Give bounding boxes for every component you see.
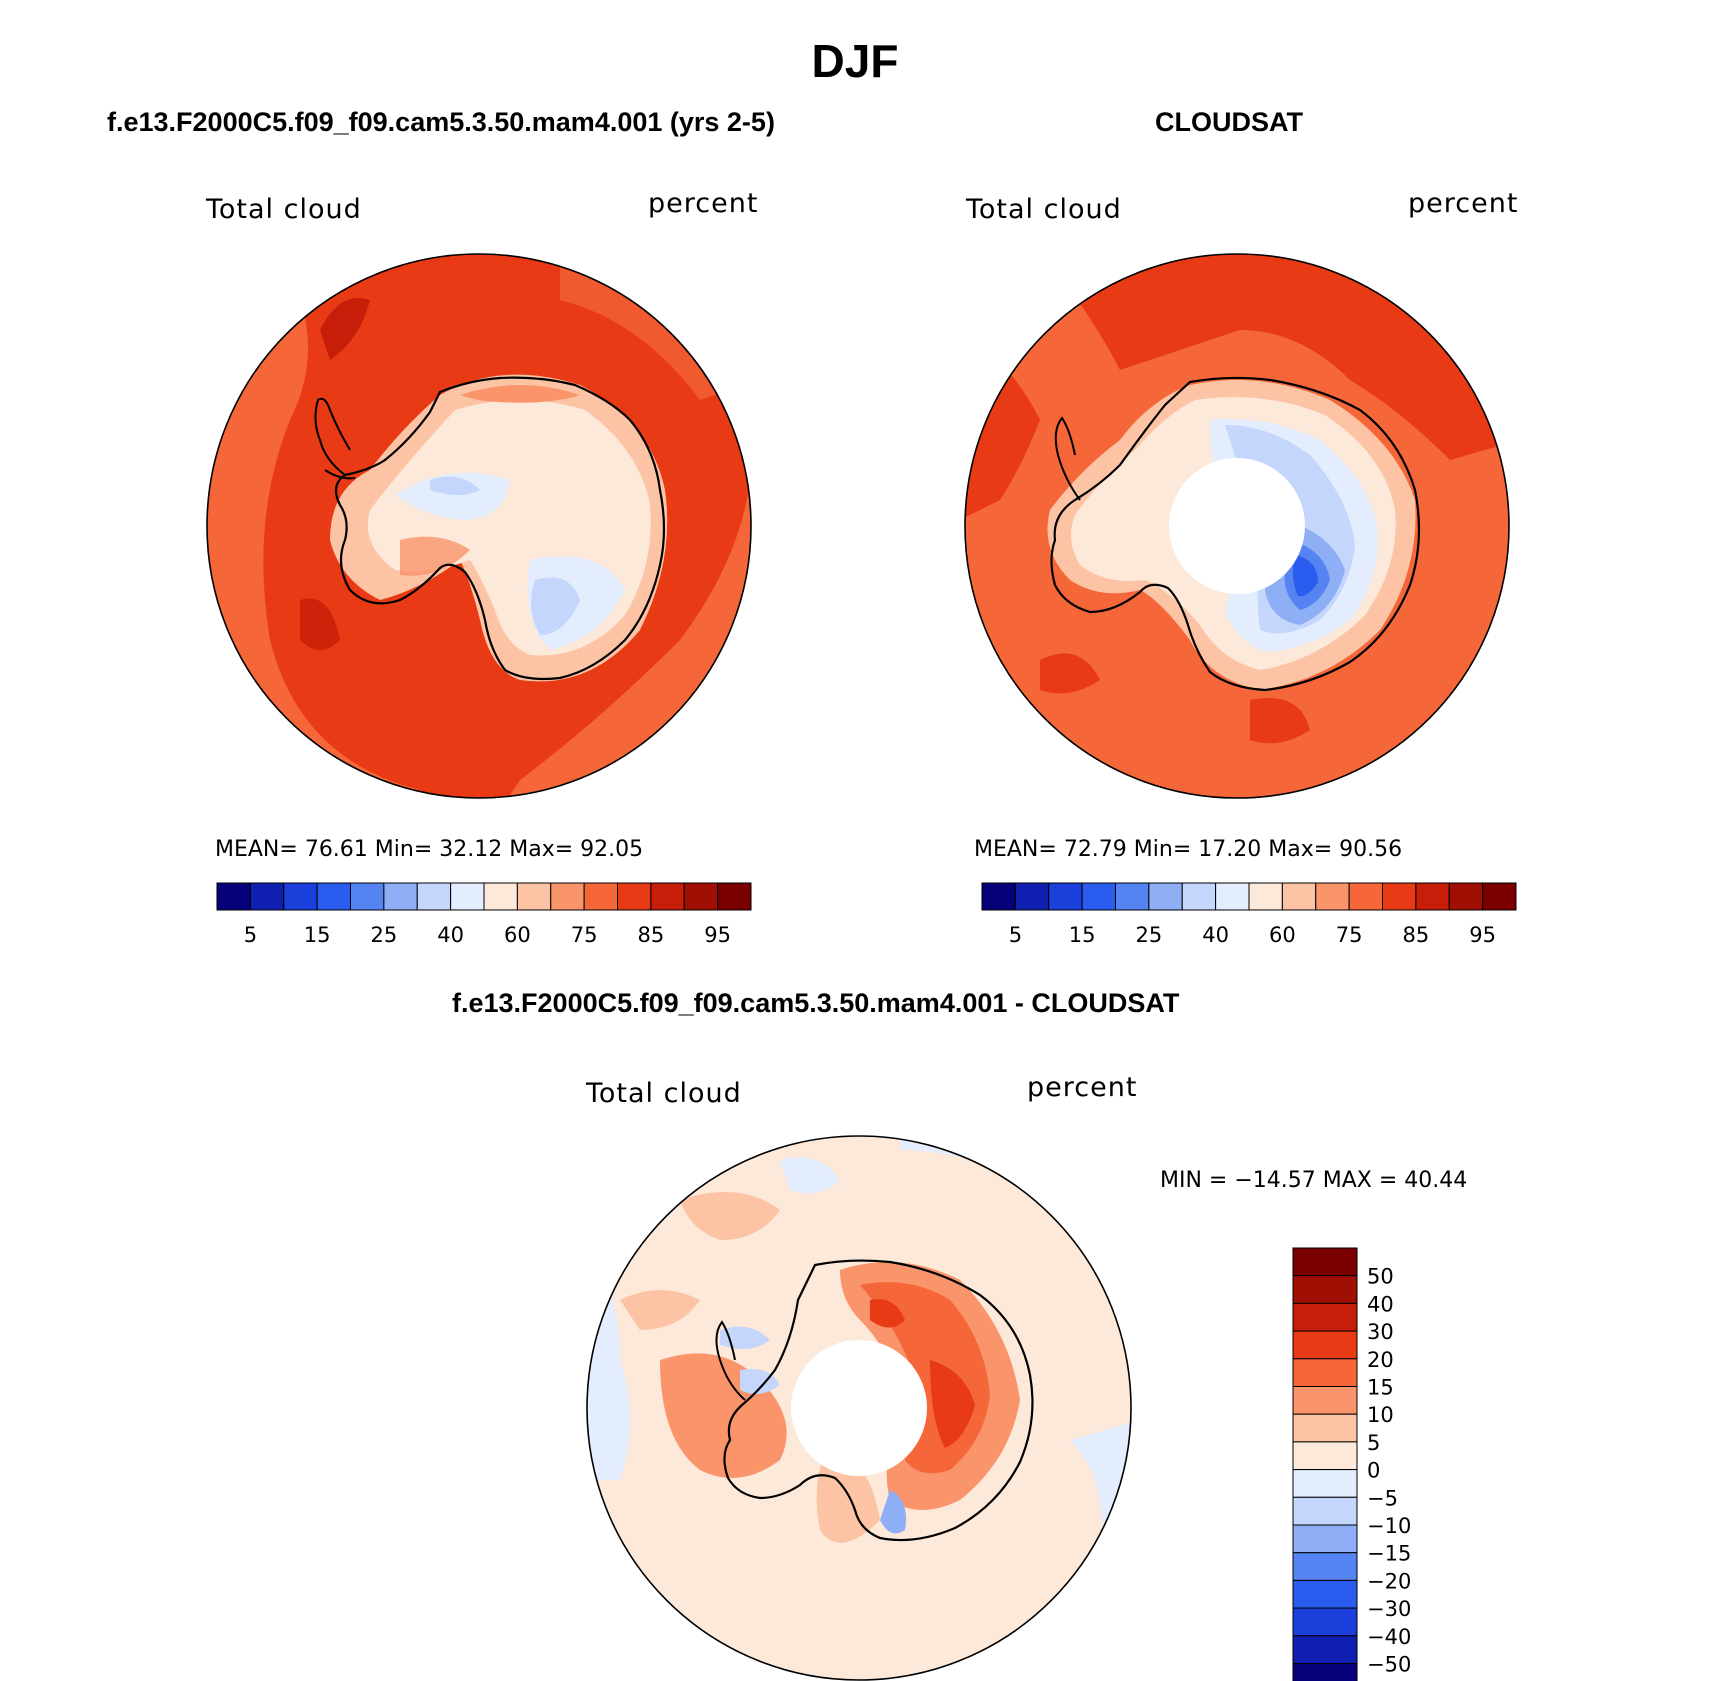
panel1-map (207, 254, 751, 798)
panel3-colorbar-tick-label: −15 (1367, 1542, 1411, 1566)
panel1-colorbar-swatch (583, 882, 618, 911)
panel1-colorbar-swatch (249, 882, 285, 911)
panel1-colorbar-swatch (550, 882, 585, 911)
panel2-colorbar-tick-label: 15 (1069, 923, 1096, 947)
panel1-colorbar-swatch (350, 882, 385, 911)
panel2-colorbar-swatch (1248, 882, 1283, 911)
panel3-colorbar-tick-label: −20 (1367, 1569, 1411, 1593)
panel2-colorbar-swatch (1215, 882, 1250, 911)
panel2-colorbar-tick-label: 95 (1469, 923, 1496, 947)
panel1-units-label: percent (648, 188, 759, 219)
panel1-colorbar-tick-label: 25 (371, 923, 398, 947)
panel3-colorbar-tick-label: 15 (1367, 1376, 1394, 1400)
panel2-colorbar-swatch (1014, 882, 1050, 911)
panel1-colorbar-swatch (717, 882, 752, 911)
panel3-colorbar-swatch (1292, 1413, 1358, 1443)
panel2-units-label: percent (1408, 188, 1519, 219)
panel2-colorbar-tick-label: 85 (1403, 923, 1430, 947)
panel1-colorbar-tick-label: 75 (571, 923, 598, 947)
panel1-colorbar-tick-label: 15 (304, 923, 331, 947)
panel2-colorbar-tick-label: 5 (1009, 923, 1022, 947)
panel3-colorbar-swatch (1292, 1579, 1358, 1609)
panel3-stats: MIN = −14.57 MAX = 40.44 (1160, 1168, 1468, 1193)
panel1-colorbar-swatch (316, 882, 351, 911)
panel3-colorbar-swatch (1292, 1330, 1358, 1360)
panel2-colorbar-swatch (1081, 882, 1116, 911)
panel3-colorbar-tick-label: 50 (1367, 1265, 1394, 1289)
panel3-units-label: percent (1027, 1072, 1138, 1103)
panel1-colorbar-swatch (650, 882, 685, 911)
panel1-colorbar-tick-label: 60 (504, 923, 531, 947)
panel2-colorbar-tick-label: 60 (1269, 923, 1296, 947)
panel1-colorbar-tick-label: 40 (437, 923, 464, 947)
panel2-colorbar-tick-label: 75 (1336, 923, 1363, 947)
panel2-colorbar-swatch (1181, 882, 1217, 911)
panel3-colorbar-swatch (1292, 1552, 1358, 1581)
panel2-missing-data (1169, 458, 1305, 594)
panel1-colorbar-tick-label: 95 (704, 923, 731, 947)
panel1-colorbar-swatch (383, 882, 418, 911)
panel3-colorbar-swatch (1292, 1663, 1358, 1681)
panel3-colorbar-swatch (1292, 1441, 1358, 1471)
panel1-colorbar-swatch (683, 882, 719, 911)
panel1-colorbar-swatch (483, 882, 518, 911)
panel2-colorbar-swatch (1482, 882, 1517, 911)
panel3-colorbar-swatch (1292, 1469, 1358, 1498)
panel3-variable-label: Total cloud (586, 1078, 742, 1109)
panel3-colorbar-swatch (1292, 1247, 1358, 1277)
panel3-colorbar-swatch (1292, 1524, 1358, 1554)
panel2-colorbar-tick-label: 25 (1136, 923, 1163, 947)
panel2-colorbar: 5 15 25 40 60 75 85 95 (981, 882, 1517, 947)
panel1-colorbar-swatch (450, 882, 485, 911)
panel2-variable-label: Total cloud (966, 194, 1122, 225)
panel1-variable-label: Total cloud (206, 194, 362, 225)
panel3-colorbar-swatch (1292, 1607, 1358, 1637)
panel3-colorbar-tick-label: 0 (1367, 1459, 1380, 1483)
panel3-missing-data (791, 1340, 927, 1476)
panel1-colorbar-tick-label: 85 (638, 923, 665, 947)
panel3-colorbar-swatch (1292, 1302, 1358, 1332)
panel2-stats: MEAN= 72.79 Min= 17.20 Max= 90.56 (974, 837, 1403, 862)
panel2-colorbar-swatch (1415, 882, 1450, 911)
panel3-colorbar-tick-label: 20 (1367, 1348, 1394, 1372)
panel2-colorbar-swatch (1315, 882, 1350, 911)
panel3-colorbar-tick-label: −5 (1367, 1486, 1398, 1510)
panel2-colorbar-swatch (1281, 882, 1317, 911)
panel3-colorbar-tick-label: −10 (1367, 1514, 1411, 1538)
panel2-title: CLOUDSAT (1155, 107, 1303, 137)
panel3-colorbar-tick-label: 10 (1367, 1403, 1394, 1427)
panel2-colorbar-swatch (1048, 882, 1083, 911)
panel3-colorbar-tick-label: −30 (1367, 1597, 1411, 1621)
panel1-colorbar-swatch (283, 882, 318, 911)
panel2-colorbar-swatch (1348, 882, 1383, 911)
panel1-colorbar-swatch (617, 882, 652, 911)
panel3-colorbar-swatch (1292, 1635, 1358, 1665)
panel2-colorbar-tick-label: 40 (1202, 923, 1229, 947)
panel3-title: f.e13.F2000C5.f09_f09.cam5.3.50.mam4.001… (452, 988, 1180, 1018)
panel3-colorbar-tick-label: −40 (1367, 1625, 1411, 1649)
panel1-colorbar-tick-label: 5 (244, 923, 257, 947)
panel3-colorbar-tick-label: 30 (1367, 1320, 1394, 1344)
panel2-colorbar-swatch (1448, 882, 1484, 911)
panel1-colorbar-swatch (416, 882, 452, 911)
panel3-colorbar-tick-label: −50 (1367, 1653, 1411, 1677)
panel1-title: f.e13.F2000C5.f09_f09.cam5.3.50.mam4.001… (107, 107, 775, 137)
panel3-colorbar-swatch (1292, 1496, 1358, 1526)
panel3-colorbar-swatch (1292, 1386, 1358, 1415)
panel2-colorbar-swatch (1382, 882, 1417, 911)
panel3-colorbar-tick-label: 40 (1367, 1292, 1394, 1316)
figure-title: DJF (811, 35, 899, 87)
panel1-colorbar-swatch (216, 882, 251, 911)
panel2-colorbar-swatch (981, 882, 1016, 911)
panel1-stats: MEAN= 76.61 Min= 32.12 Max= 92.05 (215, 837, 644, 862)
panel3-colorbar-tick-label: 5 (1367, 1431, 1380, 1455)
panel3-colorbar-swatch (1292, 1358, 1358, 1388)
panel1-colorbar: 5 15 25 40 60 75 85 95 (216, 882, 752, 947)
panel3-colorbar-swatch (1292, 1275, 1358, 1304)
panel2-colorbar-swatch (1148, 882, 1183, 911)
panel1-colorbar-swatch (516, 882, 552, 911)
panel2-colorbar-swatch (1115, 882, 1150, 911)
